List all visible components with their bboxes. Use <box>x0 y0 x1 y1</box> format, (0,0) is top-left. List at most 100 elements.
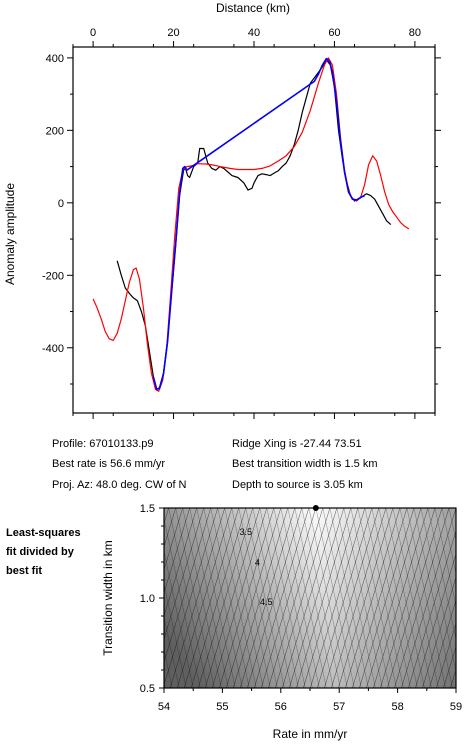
contour-cell <box>214 679 217 683</box>
contour-cell <box>278 682 281 686</box>
contour-cell <box>218 577 221 581</box>
contour-cell <box>242 565 245 569</box>
contour-cell <box>246 553 249 557</box>
contour-cell <box>260 610 263 614</box>
contour-cell <box>200 535 203 539</box>
contour-cell <box>222 589 225 593</box>
contour-cell <box>238 571 241 575</box>
contour-cell <box>300 631 303 635</box>
contour-cell <box>268 634 271 638</box>
contour-cell <box>280 589 283 593</box>
contour-cell <box>224 601 227 605</box>
contour-cell <box>216 613 219 617</box>
contour-cell <box>234 586 237 590</box>
contour-cell <box>216 580 219 584</box>
contour-cell <box>226 673 229 677</box>
contour-cell <box>176 532 179 536</box>
contour-cell <box>206 649 209 653</box>
contour-cell <box>268 541 271 545</box>
contour-cell <box>170 550 173 554</box>
contour-cell <box>186 592 189 596</box>
contour-cell <box>248 553 251 557</box>
contour-cell <box>218 655 221 659</box>
contour-cell <box>298 646 301 650</box>
contour-cell <box>272 589 275 593</box>
contour-cell <box>194 532 197 536</box>
contour-cell <box>222 520 225 524</box>
contour-cell <box>260 661 263 665</box>
contour-cell <box>198 592 201 596</box>
contour-cell <box>300 610 303 614</box>
contour-cell <box>184 541 187 545</box>
contour-cell <box>240 610 243 614</box>
contour-cell <box>216 634 219 638</box>
contour-cell <box>172 553 175 557</box>
contour-cell <box>220 616 223 620</box>
contour-cell <box>226 577 229 581</box>
contour-cell <box>200 544 203 548</box>
contour-cell <box>288 661 291 665</box>
contour-cell <box>206 535 209 539</box>
contour-cell <box>240 547 243 551</box>
contour-cell <box>220 601 223 605</box>
contour-cell <box>192 616 195 620</box>
contour-cell <box>298 673 301 677</box>
contour-cell <box>258 526 261 530</box>
contour-cell <box>180 574 183 578</box>
contour-cell <box>170 601 173 605</box>
contour-cell <box>282 613 285 617</box>
contour-cell <box>218 685 221 688</box>
contour-cell <box>296 640 299 644</box>
contour-cell <box>176 667 179 671</box>
contour-cell <box>244 583 247 587</box>
contour-cell <box>244 655 247 659</box>
contour-cell <box>226 526 229 530</box>
contour-cell <box>300 643 303 647</box>
contour-cell <box>292 631 295 635</box>
contour-cell <box>276 661 279 665</box>
contour-cell <box>206 595 209 599</box>
contour-cell <box>238 673 241 677</box>
contour-cell <box>184 655 187 659</box>
contour-cell <box>258 559 261 563</box>
contour-cell <box>286 658 289 662</box>
contour-cell <box>202 607 205 611</box>
contour-cell <box>234 601 237 605</box>
contour-cell <box>198 562 201 566</box>
contour-cell <box>216 586 219 590</box>
contour-cell <box>294 670 297 674</box>
contour-cell <box>206 685 209 688</box>
contour-cell <box>164 538 167 542</box>
contour-cell <box>298 547 301 551</box>
contour-cell <box>216 571 219 575</box>
contour-cell <box>242 553 245 557</box>
contour-cell <box>186 661 189 665</box>
contour-cell <box>262 637 265 641</box>
contour-cell <box>254 664 257 668</box>
contour-cell <box>220 592 223 596</box>
contour-cell <box>236 640 239 644</box>
contour-cell <box>172 565 175 569</box>
contour-cell <box>252 556 255 560</box>
contour-cell <box>266 646 269 650</box>
contour-cell <box>166 562 169 566</box>
contour-cell <box>182 529 185 533</box>
contour-cell <box>186 568 189 572</box>
contour-cell <box>256 616 259 620</box>
contour-cell <box>232 550 235 554</box>
contour-cell <box>274 649 277 653</box>
contour-cell <box>210 670 213 674</box>
contour-cell <box>212 685 215 688</box>
contour-cell <box>266 625 269 629</box>
contour-cell <box>176 535 179 539</box>
contour-cell <box>176 553 179 557</box>
contour-cell <box>192 514 195 518</box>
contour-cell <box>260 517 263 521</box>
contour-cell <box>164 514 167 518</box>
contour-cell <box>268 604 271 608</box>
contour-cell <box>286 637 289 641</box>
contour-cell <box>164 649 167 653</box>
contour-cell <box>294 589 297 593</box>
contour-cell <box>224 607 227 611</box>
contour-cell <box>202 631 205 635</box>
